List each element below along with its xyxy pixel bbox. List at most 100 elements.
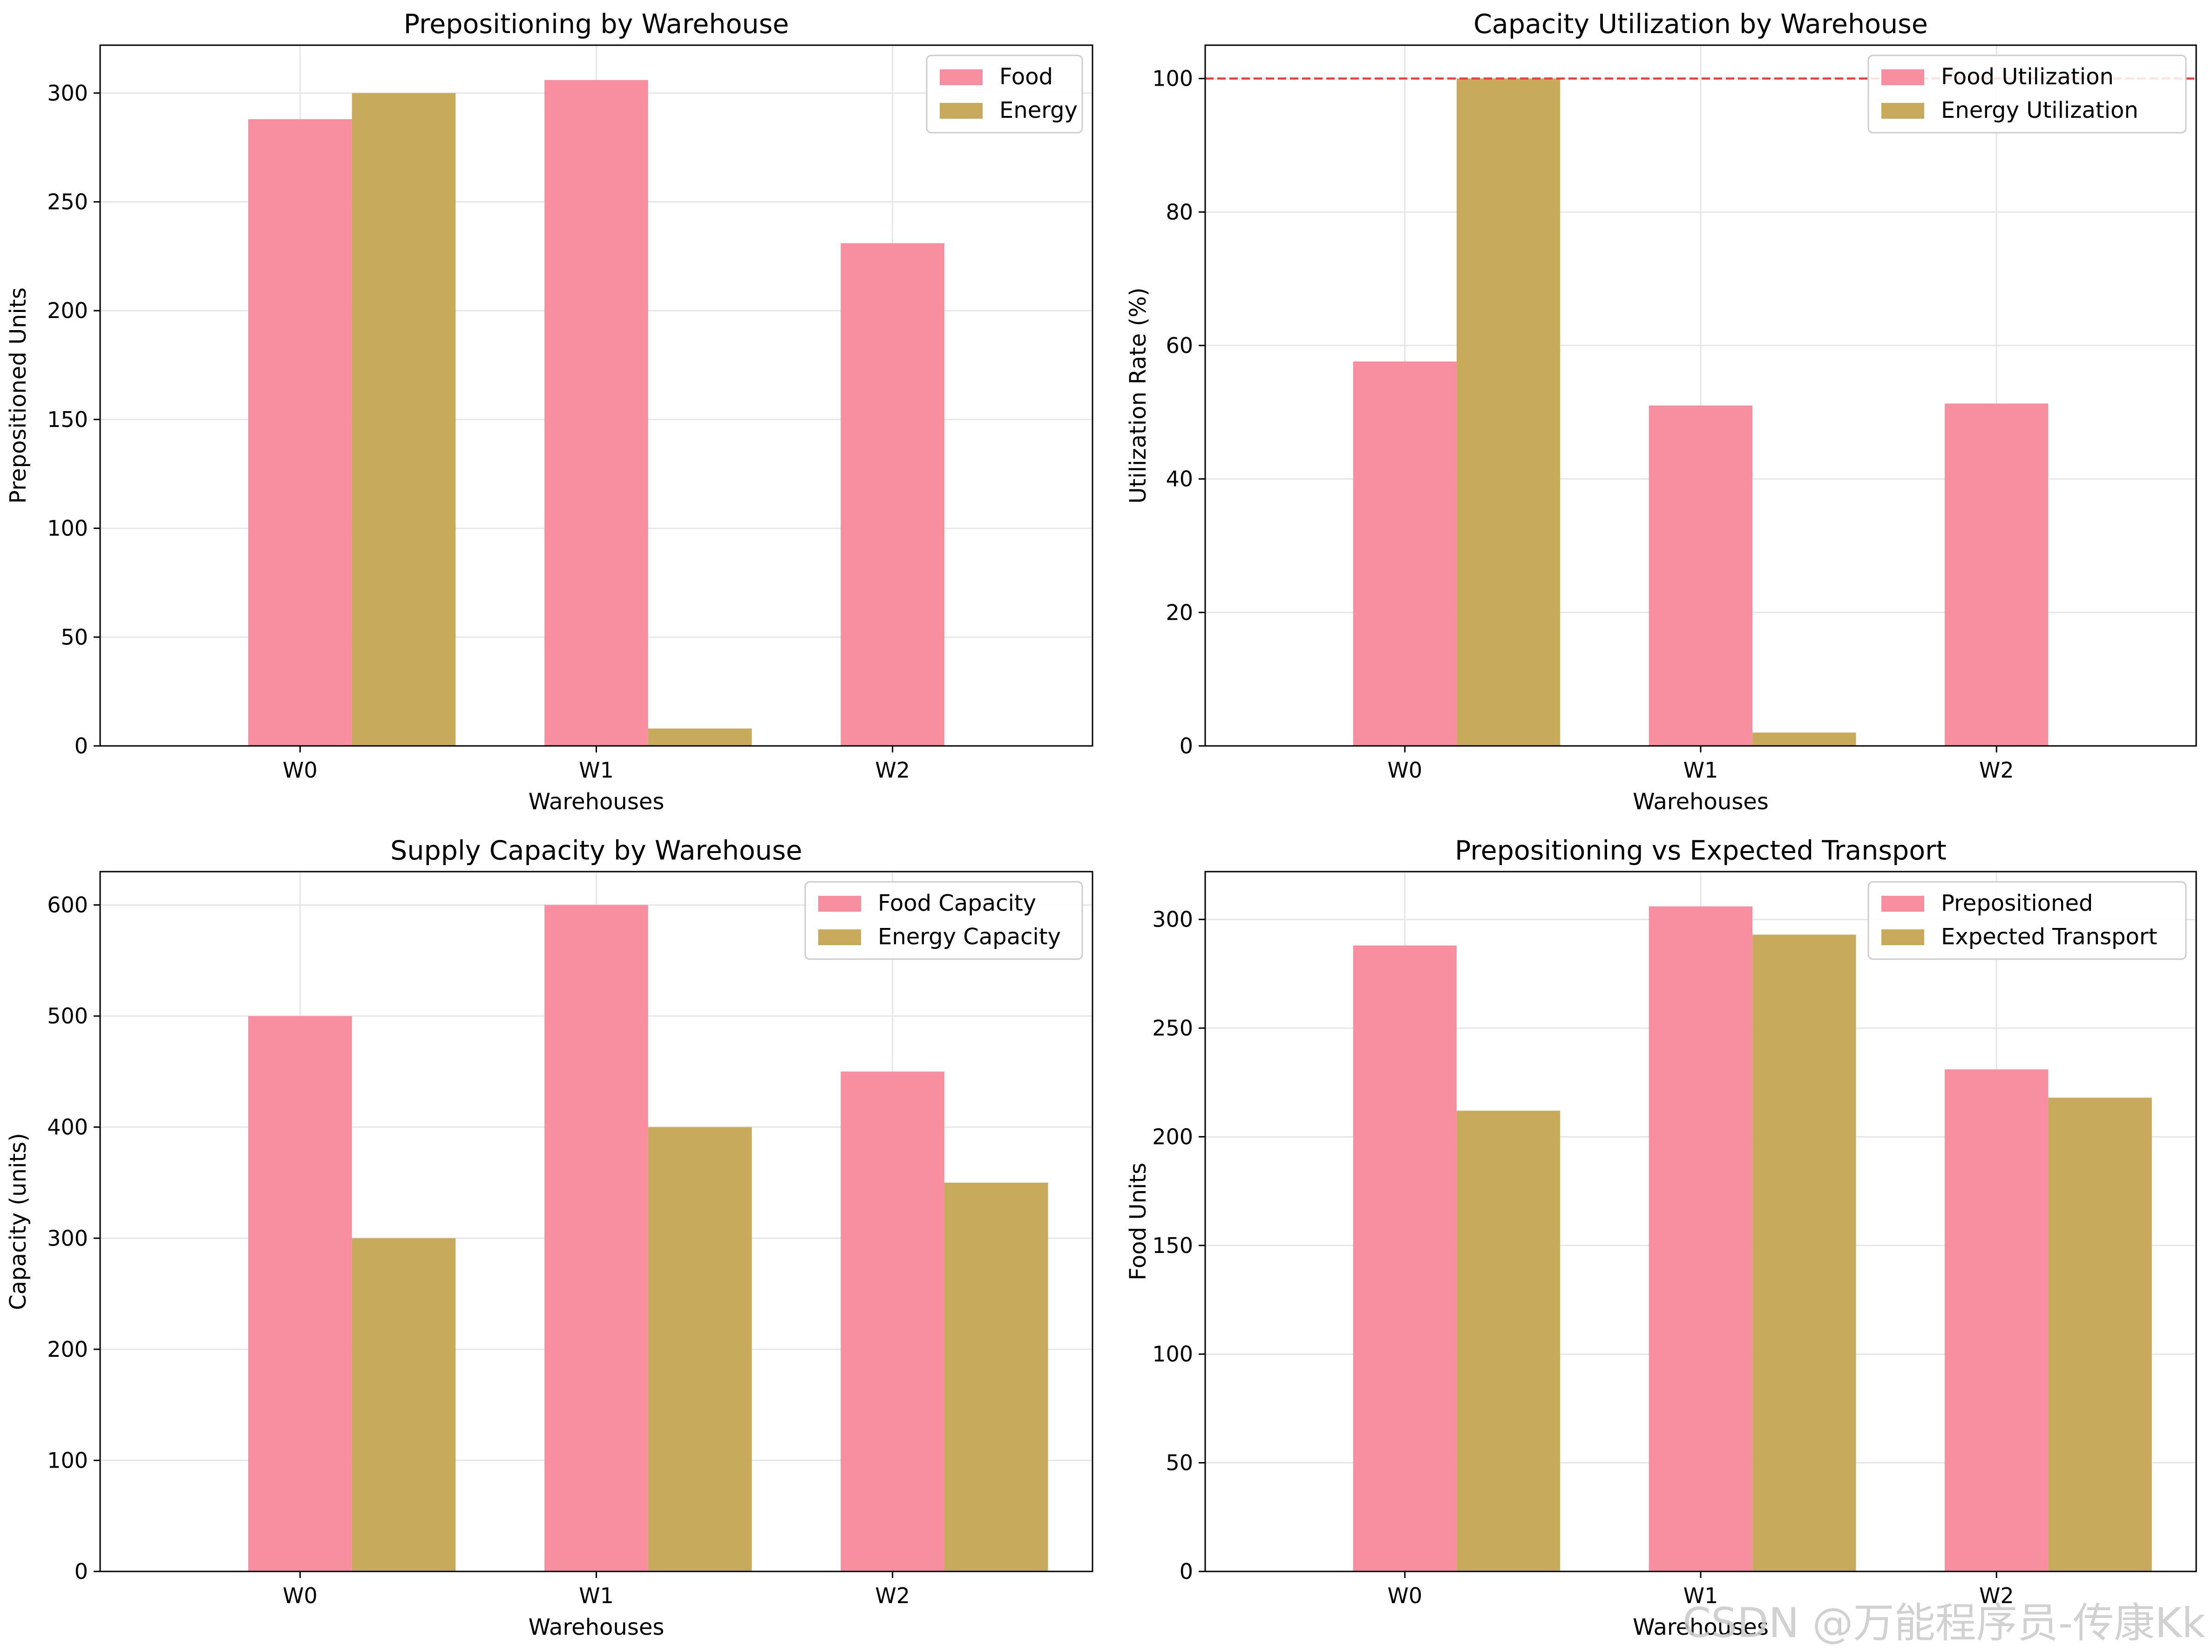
- legend-swatch: [1881, 103, 1924, 119]
- legend: Food Capacity Energy Capacity: [804, 881, 1083, 960]
- legend: Food Energy: [926, 54, 1083, 134]
- x-tick-label: W1: [579, 758, 614, 783]
- y-tick-label: 300: [1152, 907, 1193, 932]
- y-axis-label: Utilization Rate (%): [1125, 287, 1151, 503]
- y-tick-label: 250: [1152, 1016, 1193, 1041]
- y-tick-label: 60: [1166, 333, 1193, 358]
- bar-food-w0: [248, 119, 352, 746]
- bar-prepositioned-w0: [1353, 945, 1457, 1571]
- bar-prepositioned-w1: [1649, 906, 1753, 1571]
- y-tick-label: 200: [47, 298, 88, 323]
- x-axis-label: Warehouses: [1633, 1614, 1769, 1640]
- y-tick-label: 150: [47, 407, 88, 432]
- x-axis-label: Warehouses: [1633, 789, 1769, 815]
- x-tick-label: W0: [1387, 758, 1422, 783]
- bar-food-capacity-w0: [248, 1016, 352, 1571]
- watermark-text: CSDN @万能程序员-传康Kk: [1682, 1599, 2205, 1647]
- y-tick-label: 300: [47, 81, 88, 106]
- x-tick-label: W2: [875, 1583, 910, 1608]
- bar-energy-capacity-w2: [944, 1183, 1048, 1571]
- bar-expected-transport-w1: [1752, 934, 1856, 1571]
- y-tick-label: 500: [47, 1003, 88, 1029]
- bar-food-utilization-w2: [1945, 403, 2049, 746]
- y-tick-label: 200: [47, 1337, 88, 1362]
- bar-food-capacity-w1: [544, 905, 648, 1571]
- y-tick-label: 50: [1166, 1450, 1193, 1476]
- y-tick-label: 80: [1166, 199, 1193, 224]
- y-tick-label: 100: [47, 516, 88, 541]
- x-axis-label: Warehouses: [529, 1614, 665, 1640]
- bar-energy-w0: [352, 93, 456, 746]
- x-tick-label: W0: [283, 1583, 318, 1608]
- bar-food-w2: [841, 243, 944, 746]
- x-tick-label: W2: [1979, 758, 2014, 783]
- chart-title: Prepositioning vs Expected Transport: [1455, 835, 1947, 866]
- bar-energy-capacity-w0: [352, 1238, 456, 1571]
- bar-expected-transport-w0: [1456, 1110, 1561, 1571]
- legend-entry: Energy Capacity: [878, 924, 1061, 950]
- legend-swatch: [1881, 896, 1924, 912]
- y-tick-label: 50: [61, 624, 88, 650]
- y-tick-label: 400: [47, 1115, 88, 1140]
- chart-panel-3: 0 100 200 300 400 500 600 W0 W1 W2 Warehouses Capac…: [5, 835, 1093, 1640]
- y-tick-label: 0: [1180, 1559, 1193, 1584]
- chart-title: Capacity Utilization by Warehouse: [1473, 9, 1928, 40]
- chart-panel-4: 0 50 100 150 200 250 300 W0 W1 W2 Warehouses Food U…: [1125, 835, 2197, 1640]
- bar-energy-w1: [648, 728, 752, 746]
- y-tick-label: 250: [47, 190, 88, 215]
- y-axis-label: Prepositioned Units: [5, 287, 31, 503]
- legend-swatch: [940, 103, 983, 119]
- legend-entry: Prepositioned: [1941, 890, 2093, 916]
- bar-expected-transport-w2: [2048, 1097, 2152, 1571]
- legend-entry: Energy: [999, 97, 1078, 123]
- legend-swatch: [1881, 69, 1924, 85]
- x-tick-label: W2: [1979, 1583, 2014, 1608]
- x-tick-label: W1: [1683, 758, 1718, 783]
- bar-food-utilization-w1: [1649, 406, 1753, 746]
- legend-box: [804, 881, 1083, 960]
- y-tick-label: 40: [1166, 467, 1193, 492]
- x-tick-label: W1: [579, 1583, 614, 1608]
- y-tick-label: 0: [75, 1559, 88, 1584]
- legend-swatch: [818, 896, 861, 912]
- legend-entry: Food: [999, 64, 1053, 90]
- y-tick-label: 300: [47, 1225, 88, 1251]
- y-tick-label: 0: [75, 733, 88, 758]
- legend-swatch: [818, 929, 861, 945]
- y-tick-label: 20: [1166, 600, 1193, 625]
- y-tick-label: 100: [47, 1448, 88, 1473]
- bar-prepositioned-w2: [1945, 1069, 2049, 1571]
- y-tick-label: 0: [1180, 733, 1193, 758]
- bar-food-utilization-w0: [1353, 361, 1457, 746]
- chart-panel-2: 0 20 40 60 80 100 W0 W1 W2 Warehouses Utilization …: [1125, 9, 2197, 815]
- legend-swatch: [940, 69, 983, 85]
- legend-entry: Energy Utilization: [1941, 97, 2138, 123]
- bar-energy-capacity-w1: [648, 1127, 752, 1571]
- x-tick-label: W2: [875, 758, 910, 783]
- bar-energy-utilization-w1: [1752, 732, 1856, 746]
- legend-box: [1867, 881, 2187, 960]
- bar-food-w1: [544, 80, 648, 746]
- chart-title: Supply Capacity by Warehouse: [390, 835, 802, 866]
- x-tick-label: W0: [1387, 1583, 1422, 1608]
- legend-box: [1867, 54, 2187, 134]
- bar-food-capacity-w2: [841, 1071, 944, 1571]
- y-axis-label: Capacity (units): [5, 1133, 31, 1310]
- x-tick-label: W0: [283, 758, 318, 783]
- chart-panel-1: 0 50 100 150 200 250 300 W0 W1 W2 Warehouses Prepos…: [5, 9, 1093, 815]
- y-tick-label: 600: [47, 893, 88, 918]
- legend-swatch: [1881, 929, 1924, 945]
- bar-energy-utilization-w0: [1456, 78, 1561, 746]
- y-tick-label: 100: [1152, 1341, 1193, 1367]
- y-tick-label: 100: [1152, 66, 1193, 91]
- y-tick-label: 150: [1152, 1233, 1193, 1258]
- legend: Food Utilization Energy Utilization: [1867, 54, 2187, 134]
- legend-entry: Expected Transport: [1941, 924, 2157, 950]
- chart-title: Prepositioning by Warehouse: [404, 9, 789, 40]
- legend-entry: Food Capacity: [878, 890, 1036, 916]
- legend: Prepositioned Expected Transport: [1867, 881, 2187, 960]
- x-axis-label: Warehouses: [529, 789, 665, 815]
- y-axis-label: Food Units: [1125, 1163, 1151, 1280]
- y-tick-label: 200: [1152, 1124, 1193, 1149]
